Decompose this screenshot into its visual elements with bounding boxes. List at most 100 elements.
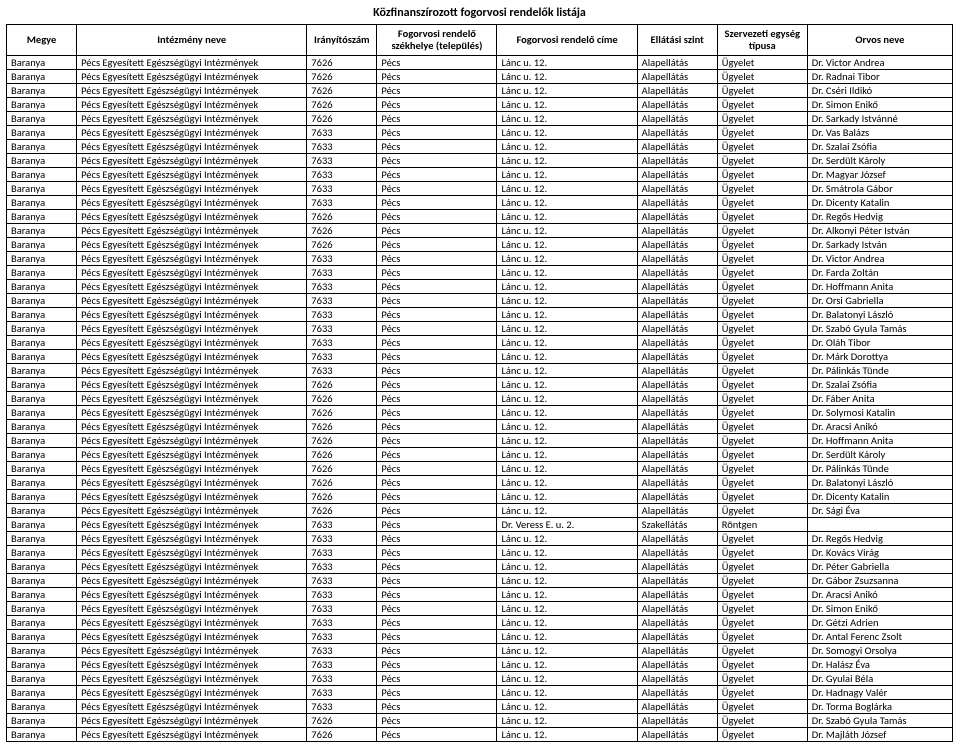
table-cell: Ügyelet (717, 448, 807, 462)
table-cell: Pécs Egyesített Egészségügyi Intézmények (77, 378, 307, 392)
table-cell: Pécs Egyesített Egészségügyi Intézmények (77, 364, 307, 378)
table-cell: Pécs (377, 308, 497, 322)
table-cell: Ügyelet (717, 728, 807, 742)
table-cell: Pécs Egyesített Egészségügyi Intézmények (77, 518, 307, 532)
table-row: BaranyaPécs Egyesített Egészségügyi Inté… (7, 322, 953, 336)
table-cell: Ügyelet (717, 546, 807, 560)
table-cell: 7626 (307, 392, 377, 406)
table-row: BaranyaPécs Egyesített Egészségügyi Inté… (7, 112, 953, 126)
table-cell: Pécs Egyesített Egészségügyi Intézmények (77, 588, 307, 602)
table-cell: Baranya (7, 182, 77, 196)
table-cell: Pécs (377, 658, 497, 672)
table-cell: Pécs (377, 210, 497, 224)
table-cell: 7626 (307, 84, 377, 98)
column-header: Ellátási szint (637, 25, 717, 56)
table-cell: Pécs Egyesített Egészségügyi Intézmények (77, 56, 307, 70)
table-cell: 7633 (307, 168, 377, 182)
table-cell: Ügyelet (717, 658, 807, 672)
table-cell: Alapellátás (637, 182, 717, 196)
table-cell: Lánc u. 12. (497, 602, 637, 616)
table-row: BaranyaPécs Egyesített Egészségügyi Inté… (7, 476, 953, 490)
table-cell: Dr. Victor Andrea (807, 56, 952, 70)
table-cell: Pécs Egyesített Egészségügyi Intézmények (77, 420, 307, 434)
table-cell: Pécs Egyesített Egészségügyi Intézmények (77, 686, 307, 700)
table-cell: Baranya (7, 532, 77, 546)
table-cell: 7626 (307, 98, 377, 112)
column-header: Megye (7, 25, 77, 56)
table-row: BaranyaPécs Egyesített Egészségügyi Inté… (7, 196, 953, 210)
table-cell: Ügyelet (717, 588, 807, 602)
table-cell: Pécs Egyesített Egészségügyi Intézmények (77, 336, 307, 350)
table-cell: 7626 (307, 504, 377, 518)
table-cell: Alapellátás (637, 224, 717, 238)
table-cell: Pécs (377, 672, 497, 686)
table-cell: Ügyelet (717, 238, 807, 252)
table-cell: Lánc u. 12. (497, 364, 637, 378)
table-cell: Lánc u. 12. (497, 294, 637, 308)
table-row: BaranyaPécs Egyesített Egészségügyi Inté… (7, 560, 953, 574)
table-cell: Alapellátás (637, 196, 717, 210)
table-row: BaranyaPécs Egyesített Egészségügyi Inté… (7, 406, 953, 420)
table-cell: Pécs Egyesített Egészségügyi Intézmények (77, 476, 307, 490)
table-cell: Pécs (377, 112, 497, 126)
table-cell: Pécs (377, 70, 497, 84)
table-cell: Dr. Sarkady István (807, 238, 952, 252)
table-cell: Pécs (377, 392, 497, 406)
table-cell: Lánc u. 12. (497, 532, 637, 546)
table-cell: Baranya (7, 574, 77, 588)
table-cell: Lánc u. 12. (497, 546, 637, 560)
table-row: BaranyaPécs Egyesített Egészségügyi Inté… (7, 462, 953, 476)
table-cell: Ügyelet (717, 112, 807, 126)
table-row: BaranyaPécs Egyesített Egészségügyi Inté… (7, 154, 953, 168)
table-cell: Pécs (377, 196, 497, 210)
table-cell: Baranya (7, 378, 77, 392)
table-cell: Ügyelet (717, 322, 807, 336)
table-cell: Alapellátás (637, 168, 717, 182)
table-cell: Alapellátás (637, 336, 717, 350)
table-cell: Ügyelet (717, 266, 807, 280)
table-row: BaranyaPécs Egyesített Egészségügyi Inté… (7, 350, 953, 364)
table-cell: Pécs (377, 616, 497, 630)
table-cell: Lánc u. 12. (497, 112, 637, 126)
table-cell: Dr. Fáber Anita (807, 392, 952, 406)
table-cell: Alapellátás (637, 84, 717, 98)
table-cell: Ügyelet (717, 252, 807, 266)
table-row: BaranyaPécs Egyesített Egészségügyi Inté… (7, 84, 953, 98)
column-header: Irányítószám (307, 25, 377, 56)
table-row: BaranyaPécs Egyesített Egészségügyi Inté… (7, 224, 953, 238)
table-cell: Pécs (377, 98, 497, 112)
table-cell: Pécs (377, 322, 497, 336)
table-cell: Ügyelet (717, 630, 807, 644)
table-cell: 7626 (307, 420, 377, 434)
table-cell: 7633 (307, 630, 377, 644)
table-cell: Baranya (7, 294, 77, 308)
table-cell: Lánc u. 12. (497, 392, 637, 406)
table-cell: Alapellátás (637, 630, 717, 644)
table-cell: Dr. Hoffmann Anita (807, 434, 952, 448)
table-cell: Alapellátás (637, 714, 717, 728)
table-cell: Dr. Hoffmann Anita (807, 280, 952, 294)
table-row: BaranyaPécs Egyesített Egészségügyi Inté… (7, 644, 953, 658)
table-cell: Dr. Kovács Virág (807, 546, 952, 560)
table-cell: Ügyelet (717, 154, 807, 168)
table-cell: Pécs Egyesített Egészségügyi Intézmények (77, 714, 307, 728)
table-cell: Dr. Gábor Zsuzsanna (807, 574, 952, 588)
table-cell: Alapellátás (637, 616, 717, 630)
table-cell: 7633 (307, 560, 377, 574)
table-cell: 7633 (307, 602, 377, 616)
table-cell: Baranya (7, 476, 77, 490)
table-cell: Alapellátás (637, 700, 717, 714)
table-cell: Baranya (7, 336, 77, 350)
table-cell: 7626 (307, 112, 377, 126)
table-cell: Ügyelet (717, 644, 807, 658)
table-cell: 7633 (307, 322, 377, 336)
table-cell: Baranya (7, 490, 77, 504)
table-cell: Alapellátás (637, 56, 717, 70)
table-cell: Lánc u. 12. (497, 490, 637, 504)
table-row: BaranyaPécs Egyesített Egészségügyi Inté… (7, 378, 953, 392)
table-cell: 7633 (307, 280, 377, 294)
table-header-row: MegyeIntézmény neveIrányítószámFogorvosi… (7, 25, 953, 56)
table-cell: Baranya (7, 154, 77, 168)
table-cell: Baranya (7, 420, 77, 434)
table-cell: Lánc u. 12. (497, 266, 637, 280)
